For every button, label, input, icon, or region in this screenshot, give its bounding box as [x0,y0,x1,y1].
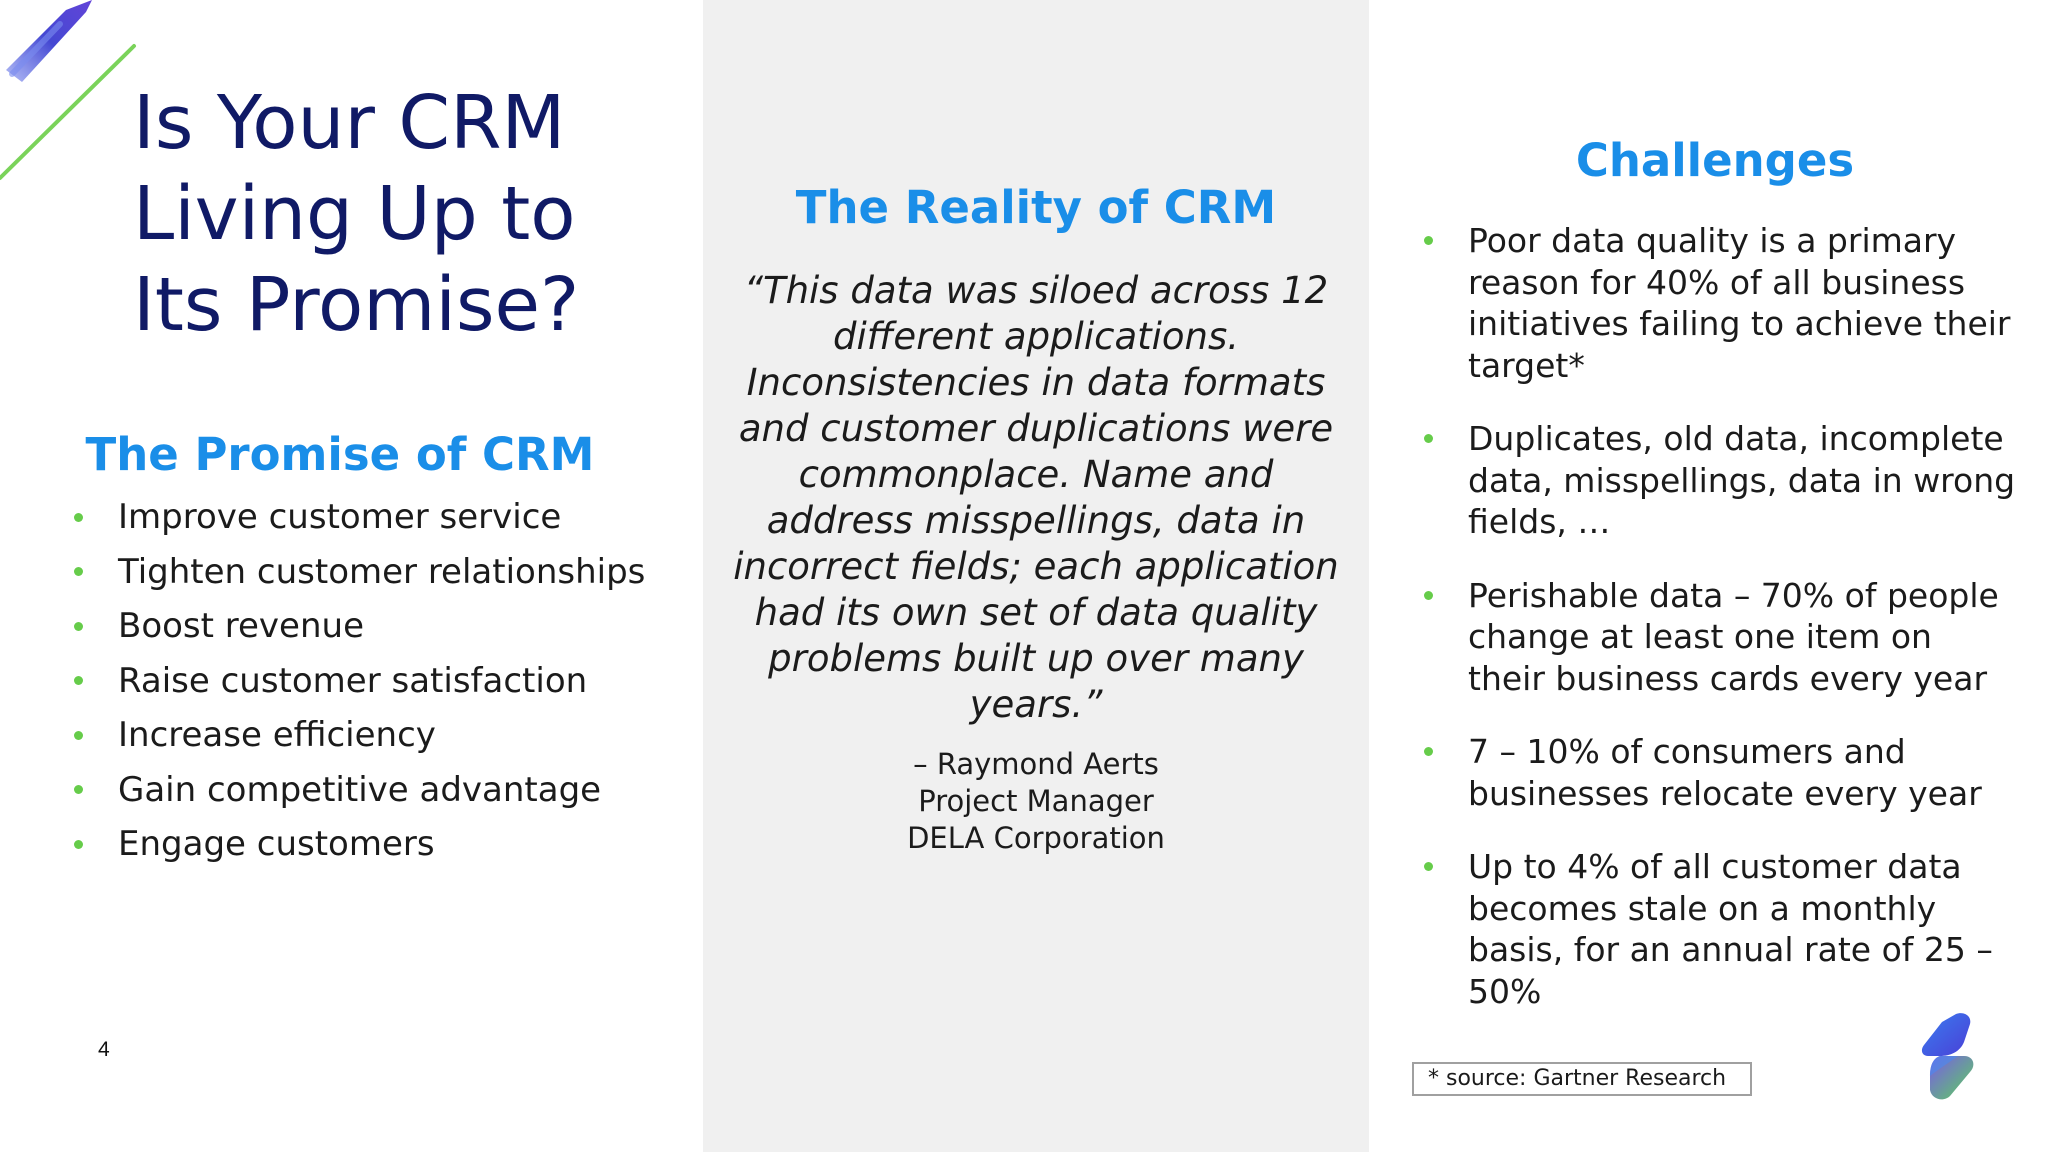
promise-item-label: Engage customers [118,824,435,864]
slide-title: Is Your CRM Living Up to Its Promise? [133,80,580,348]
company-logo-icon [1921,1013,1974,1100]
source-footnote: * source: Gartner Research [1412,1062,1752,1096]
promise-item: Improve customer service [68,490,645,545]
bullet-dot-icon [1422,220,1434,262]
challenge-item-text: 7 – 10% of consumers and businesses relo… [1468,732,1982,813]
bullet-dot-icon [1422,731,1434,773]
promise-item-label: Gain competitive advantage [118,769,602,810]
promise-item-label: Increase efficiency [118,715,436,755]
challenge-item-text: Perishable data – 70% of people change a… [1468,575,1999,698]
middle-panel-background [703,0,1369,1152]
bullet-dot-icon [72,545,84,599]
attribution-name: – Raymond Aerts [913,747,1159,781]
promise-item-label: Raise customer satisfaction [118,660,588,701]
bullet-dot-icon [72,599,84,653]
challenge-item: 7 – 10% of consumers and businesses relo… [1418,731,2018,814]
attribution-company: DELA Corporation [907,821,1165,855]
customer-quote: “This data was siloed across 12 differen… [733,269,1339,726]
bullet-dot-icon [1422,575,1434,617]
brush-stroke-decoration-icon [0,0,136,180]
bullet-dot-icon [72,490,84,544]
promise-item: Engage customers [68,817,645,872]
bullet-dot-icon [72,817,84,871]
bullet-dot-icon [1422,418,1434,460]
bullet-dot-icon [1422,846,1434,888]
promise-item: Raise customer satisfaction [68,654,645,709]
challenge-item: Perishable data – 70% of people change a… [1418,575,2018,700]
bullet-dot-icon [72,708,84,762]
quote-attribution: – Raymond Aerts Project Manager DELA Cor… [703,746,1369,857]
promise-heading: The Promise of CRM [85,428,595,481]
challenges-list: Poor data quality is a primary reason fo… [1418,220,2018,1044]
promise-item-label: Improve customer service [118,497,562,537]
challenge-item: Up to 4% of all customer data becomes st… [1418,846,2018,1012]
promise-item: Gain competitive advantage [68,763,645,818]
challenge-item: Duplicates, old data, incomplete data, m… [1418,418,2018,543]
promise-item: Increase efficiency [68,708,645,763]
promise-item: Tighten customer relationships [68,545,645,600]
promise-list: Improve customer service Tighten custome… [68,490,645,872]
promise-item-label: Tighten customer relationships [118,551,646,592]
reality-heading: The Reality of CRM [795,181,1277,234]
challenge-item-text: Poor data quality is a primary reason fo… [1468,221,2011,385]
attribution-role: Project Manager [918,784,1154,818]
promise-item: Boost revenue [68,599,645,654]
promise-item-label: Boost revenue [118,606,364,646]
bullet-dot-icon [72,654,84,708]
page-number: 4 [98,1038,110,1061]
challenge-item: Poor data quality is a primary reason fo… [1418,220,2018,386]
challenges-heading: Challenges [1575,134,1855,187]
challenge-item-text: Up to 4% of all customer data becomes st… [1468,847,1993,1011]
challenge-item-text: Duplicates, old data, incomplete data, m… [1468,419,2016,541]
bullet-dot-icon [72,763,84,817]
